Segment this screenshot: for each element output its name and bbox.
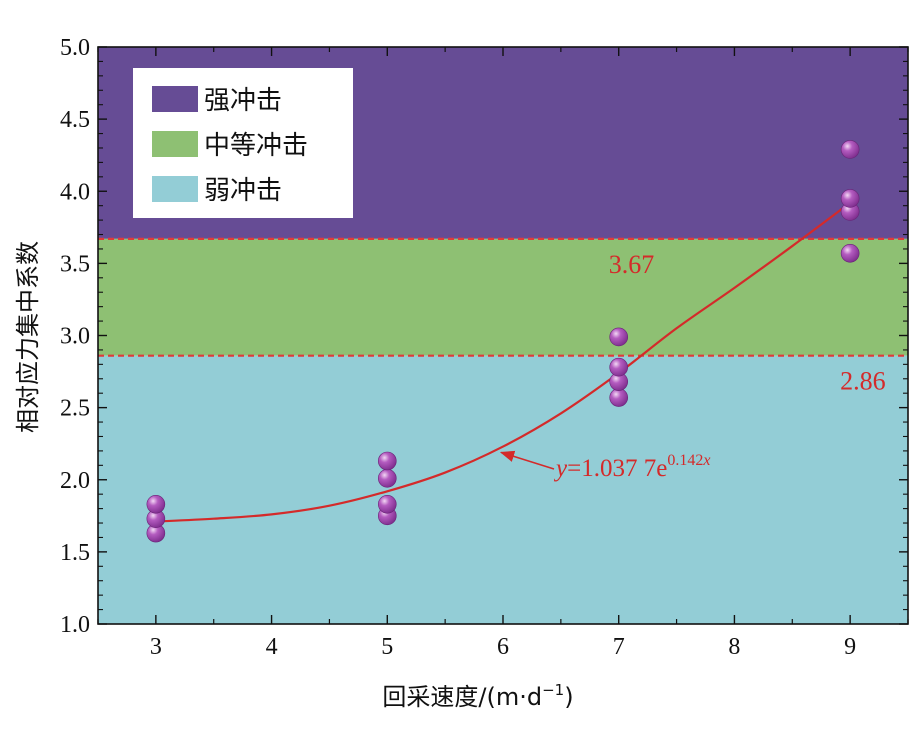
fit-curve	[155, 201, 851, 523]
x-tick-label-4: 7	[613, 634, 625, 660]
y-tick-label-4: 3.0	[60, 324, 90, 350]
x-axis-label-main: 回采速度/(m·d	[382, 683, 542, 711]
x-axis-label-end: )	[564, 683, 573, 711]
x-axis-label-sup: −1	[542, 681, 564, 699]
y-tick-label-2: 2.0	[60, 468, 90, 494]
ticks-layer: 3 4 5 6 7 8 9 1.0 1.5 2.0 2.5 3.0 3.5 4.0 4.5 5.0	[60, 35, 909, 660]
data-point-5	[377, 469, 397, 488]
x-tick-label-1: 4	[266, 634, 278, 660]
x-tick-label-0: 3	[150, 634, 162, 660]
fit-eq-body: =1.037 7e	[567, 455, 667, 482]
x-tick-label-2: 5	[381, 634, 393, 660]
points-layer	[146, 140, 860, 543]
data-point-6	[377, 451, 397, 471]
threshold-layer	[98, 237, 908, 357]
data-point-14	[840, 140, 860, 159]
zone-band-2	[98, 355, 908, 624]
y-tick-label-5: 3.5	[60, 251, 90, 277]
fit-eq-y: y	[553, 455, 568, 482]
legend-swatch-weak	[152, 176, 198, 202]
zone-band-1	[98, 238, 908, 356]
fit-eq-exponent-var: x	[702, 452, 710, 469]
legend-label-weak: 弱冲击	[204, 176, 282, 206]
data-point-9	[609, 357, 629, 377]
legend: 强冲击 中等冲击 弱冲击	[133, 68, 353, 218]
fit-eq-exponent: 0.142	[667, 452, 703, 469]
legend-label-strong: 强冲击	[204, 86, 282, 116]
fit-annotation-arrow	[499, 450, 555, 470]
y-axis-label: 相对应力集中系数	[14, 241, 42, 433]
zones-layer	[98, 47, 908, 624]
legend-swatch-medium	[152, 131, 198, 157]
y-tick-label-6: 4.0	[60, 179, 90, 205]
legend-swatch-strong	[152, 86, 198, 112]
data-point-4	[377, 494, 397, 514]
legend-label-medium: 中等冲击	[204, 131, 308, 161]
y-tick-label-1: 1.5	[60, 540, 90, 566]
data-point-2	[146, 494, 166, 514]
y-tick-label-8: 5.0	[60, 35, 90, 61]
y-tick-label-0: 1.0	[60, 612, 90, 638]
data-point-10	[609, 327, 629, 347]
x-tick-label-5: 8	[728, 634, 740, 660]
y-tick-label-7: 4.5	[60, 107, 90, 133]
threshold-label-upper: 3.67	[609, 250, 655, 279]
x-tick-label-3: 6	[497, 634, 509, 660]
fit-equation: y=1.037 7e0.142x	[553, 452, 710, 482]
data-point-11	[840, 243, 860, 263]
data-point-13	[840, 189, 860, 208]
x-tick-label-6: 9	[844, 634, 856, 660]
fit-layer	[155, 201, 851, 523]
data-point-7	[609, 388, 629, 407]
x-axis-label: 回采速度/(m·d−1)	[382, 681, 573, 711]
y-tick-label-3: 2.5	[60, 396, 90, 422]
threshold-label-lower: 2.86	[840, 367, 886, 396]
